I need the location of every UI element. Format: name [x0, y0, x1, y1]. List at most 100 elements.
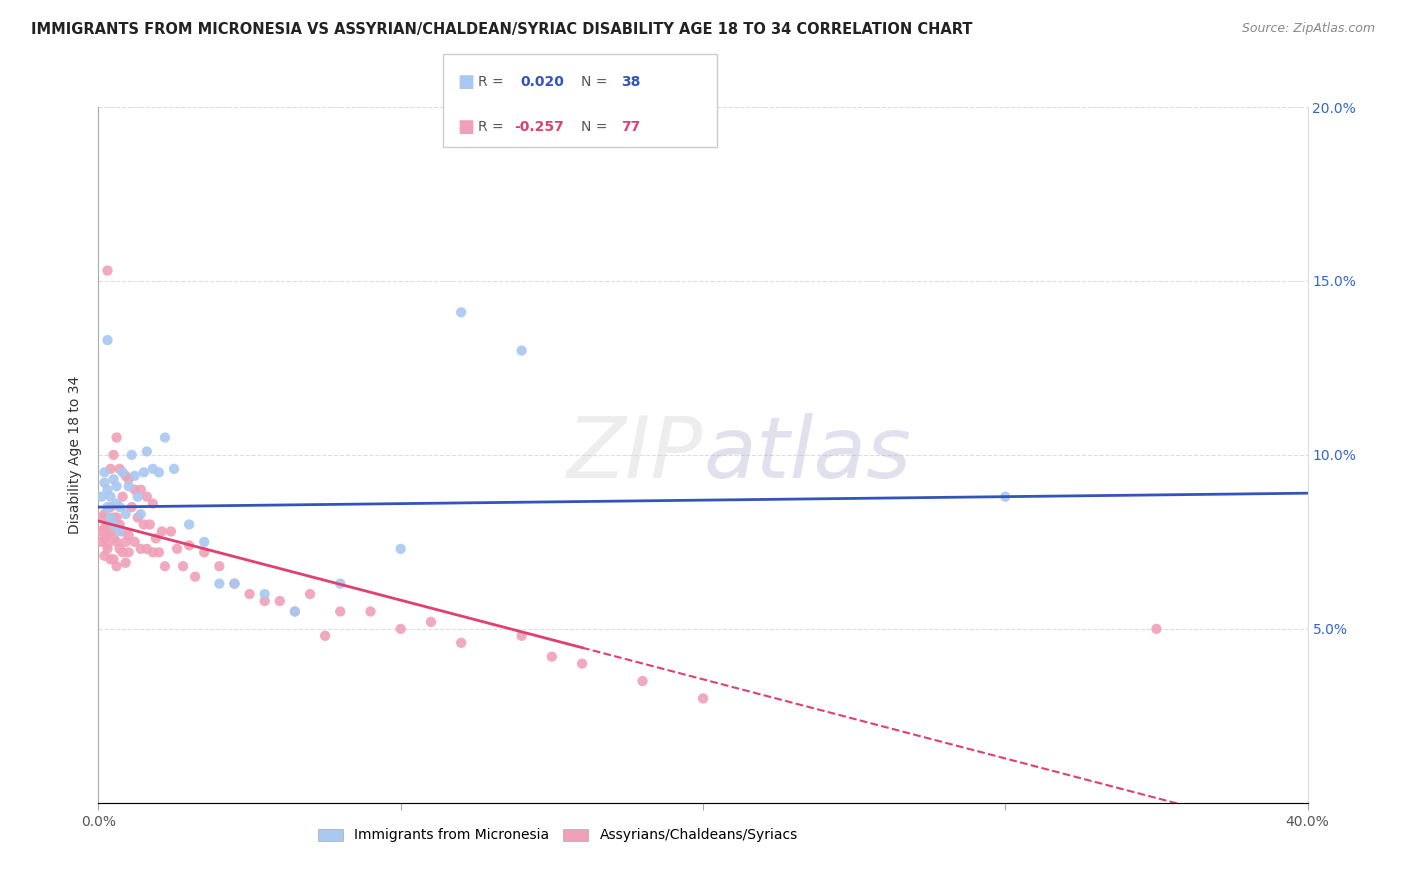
Point	[142, 462, 165, 476]
Point	[360, 605, 382, 619]
Point	[127, 490, 149, 504]
Point	[224, 576, 246, 591]
Point	[135, 541, 157, 556]
Point	[105, 497, 128, 511]
Point	[193, 534, 215, 549]
Y-axis label: Disability Age 18 to 34: Disability Age 18 to 34	[69, 376, 83, 534]
Point	[118, 472, 141, 486]
Point	[93, 521, 115, 535]
Point	[692, 691, 714, 706]
Point	[160, 524, 183, 539]
Point	[129, 507, 152, 521]
Text: 0.020: 0.020	[520, 75, 564, 88]
Point	[118, 479, 141, 493]
Point	[100, 510, 122, 524]
Point	[100, 490, 122, 504]
Point	[253, 594, 276, 608]
Point	[129, 483, 152, 497]
Point	[108, 541, 131, 556]
Point	[96, 263, 118, 277]
Point	[208, 576, 231, 591]
Point	[420, 615, 443, 629]
Text: atlas: atlas	[703, 413, 911, 497]
Point	[124, 483, 146, 497]
Point	[105, 430, 128, 444]
Point	[96, 538, 118, 552]
Point	[96, 500, 118, 514]
Point	[100, 552, 122, 566]
Point	[329, 576, 352, 591]
Point	[100, 500, 122, 514]
Point	[269, 594, 291, 608]
Point	[135, 444, 157, 458]
Point	[90, 510, 112, 524]
Point	[389, 622, 412, 636]
Point	[93, 466, 115, 480]
Point	[239, 587, 262, 601]
Point	[510, 629, 533, 643]
Point	[145, 532, 167, 546]
Point	[132, 517, 155, 532]
Point	[208, 559, 231, 574]
Point	[142, 545, 165, 559]
Point	[93, 532, 115, 546]
Text: N =: N =	[581, 75, 612, 88]
Point	[111, 545, 134, 559]
Point	[179, 517, 201, 532]
Point	[100, 462, 122, 476]
Point	[96, 333, 118, 347]
Point	[108, 517, 131, 532]
Point	[93, 475, 115, 490]
Point	[127, 510, 149, 524]
Point	[193, 545, 215, 559]
Point	[139, 517, 162, 532]
Point	[121, 448, 143, 462]
Point	[114, 556, 136, 570]
Text: R =: R =	[478, 75, 508, 88]
Point	[540, 649, 562, 664]
Point	[90, 490, 112, 504]
Text: ZIP: ZIP	[567, 413, 703, 497]
Point	[121, 500, 143, 514]
Point	[111, 490, 134, 504]
Point	[105, 479, 128, 493]
Point	[103, 552, 125, 566]
Point	[329, 605, 352, 619]
Point	[90, 534, 112, 549]
Point	[96, 528, 118, 542]
Point	[631, 674, 654, 689]
Point	[118, 528, 141, 542]
Point	[129, 541, 152, 556]
Point	[166, 541, 188, 556]
Point	[93, 507, 115, 521]
Point	[114, 507, 136, 521]
Point	[135, 490, 157, 504]
Text: 38: 38	[621, 75, 641, 88]
Point	[389, 541, 412, 556]
Point	[103, 517, 125, 532]
Point	[450, 305, 472, 319]
Text: ■: ■	[457, 72, 474, 91]
Point	[224, 576, 246, 591]
Point	[153, 559, 176, 574]
Point	[103, 532, 125, 546]
Text: R =: R =	[478, 120, 508, 134]
Point	[103, 472, 125, 486]
Legend: Immigrants from Micronesia, Assyrians/Chaldeans/Syriacs: Immigrants from Micronesia, Assyrians/Ch…	[312, 823, 803, 848]
Point	[103, 448, 125, 462]
Point	[142, 497, 165, 511]
Text: N =: N =	[581, 120, 612, 134]
Point	[148, 545, 170, 559]
Point	[314, 629, 336, 643]
Point	[114, 468, 136, 483]
Point	[184, 570, 207, 584]
Point	[96, 517, 118, 532]
Point	[450, 636, 472, 650]
Point	[114, 534, 136, 549]
Point	[108, 500, 131, 514]
Point	[93, 549, 115, 563]
Point	[105, 510, 128, 524]
Point	[1144, 622, 1167, 636]
Point	[179, 538, 201, 552]
Point	[111, 524, 134, 539]
